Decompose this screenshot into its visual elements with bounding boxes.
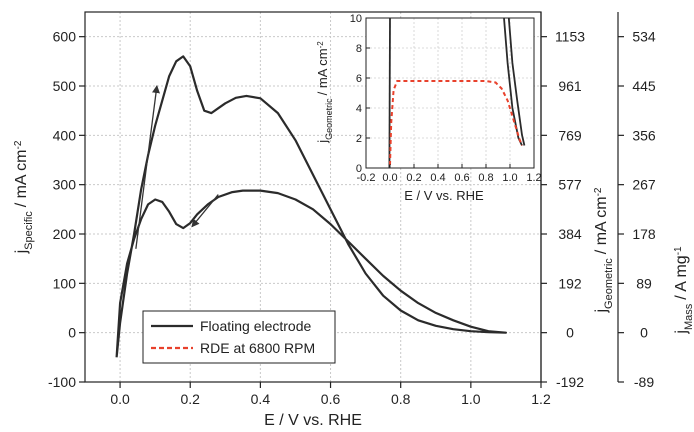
inset-x-tick-label: 0.2 [406,172,421,184]
x-axis-title: E / V vs. RHE [264,412,362,429]
inset-x-tick-label: -0.2 [357,172,376,184]
y-tick-label: -100 [48,374,76,390]
inset-x-axis-title: E / V vs. RHE [404,188,484,203]
inset-series-line-floating-electrode [388,17,391,169]
y-tick-label: 600 [53,29,77,45]
right1-tick-label: 961 [558,78,582,94]
y-tick-label: 0 [68,325,76,341]
right2-tick-label: 356 [632,127,656,143]
inset-y-axis-title: jGeometric/ mA cm-2 [315,41,334,144]
inset-plot-frame [365,17,535,169]
inset-x-tick-label: 0.4 [430,172,445,184]
right1-tick-label: 769 [558,127,582,143]
y-tick-label: 200 [53,226,77,242]
inset-background [366,18,534,168]
x-tick-label: 0.4 [251,391,271,407]
right1-tick-label: 1153 [555,29,585,45]
x-ticks: 0.0 0.2 0.4 0.6 0.8 1.0 1.2 [110,382,551,407]
inset-series-line-rde [389,80,523,166]
right2-tick-label: 445 [632,78,656,94]
inset-series-line-floating-electrode [507,17,526,146]
inset-y-ticks: 0 2 4 6 8 10 [350,13,370,175]
x-tick-label: 0.8 [391,391,411,407]
right2-tick-label: 534 [632,29,656,45]
inset-y-tick-label: 2 [356,133,362,145]
right2-tick-label: 0 [640,325,648,341]
x-tick-label: 1.2 [531,391,551,407]
inset-x-tick-label: 1.2 [526,172,541,184]
right2-tick-label: 89 [636,275,652,291]
legend-box [142,310,336,364]
inset-chart: -0.2 0.0 0.2 0.4 0.6 0.8 1.0 1.2 0 2 4 6 8 10 E / V … [315,13,542,203]
inset-y-tick-label: 8 [356,43,362,55]
x-tick-label: 0.0 [110,391,130,407]
right1-tick-label: 577 [558,177,582,193]
main-series [115,55,507,358]
inset-x-tick-label: 0.0 [382,172,397,184]
legend-label-rde: RDE at 6800 RPM [200,340,315,356]
y-axis-title-geometric: jGeometric/ mA cm-2 [593,187,616,313]
y-axis-title-main: jSpecific/ mA cm-2 [13,140,36,254]
x-tick-label: 0.2 [180,391,200,407]
y-axis-title-mass: jMass/ A mg-1 [673,246,694,335]
inset-y-tick-label: 10 [350,13,362,25]
inset-series [388,17,526,169]
arrows [135,85,219,249]
x-tick-label: 0.6 [321,391,341,407]
y-tick-label: 400 [53,127,77,143]
series-line-floating-electrode [115,55,507,358]
inset-x-tick-label: 0.6 [454,172,469,184]
y-tick-label: 300 [53,177,77,193]
right1-tick-label: 384 [558,226,582,242]
inset-x-ticks: -0.2 0.0 0.2 0.4 0.6 0.8 1.0 1.2 [357,164,542,184]
sweep-direction-arrow [191,194,219,228]
right1-tick-label: 192 [558,275,582,291]
right2-tick-label: 178 [632,226,656,242]
y-tick-label: 500 [53,78,77,94]
y-ticks: -100 0 100 200 300 400 500 600 [48,29,85,390]
inset-x-tick-label: 1.0 [502,172,517,184]
y-tick-label: 100 [53,275,77,291]
right1-tick-label: -192 [556,374,584,390]
right1-tick-label: 0 [566,325,574,341]
legend-label-floating: Floating electrode [200,318,312,334]
right2-tick-label: 267 [632,177,656,193]
x-tick-label: 1.0 [461,391,481,407]
inset-y-tick-label: 4 [356,103,362,115]
inset-x-tick-label: 0.8 [478,172,493,184]
sweep-direction-arrow [135,85,160,249]
right1-ticks: -192 0 192 384 577 769 961 1153 [541,29,585,390]
inset-y-tick-label: 6 [356,73,362,85]
right2-tick-label: -89 [634,374,654,390]
right2-ticks: -89 0 89 178 267 356 445 534 [618,29,656,390]
legend: Floating electrode RDE at 6800 RPM [142,310,336,364]
inset-y-tick-label: 0 [356,163,362,175]
